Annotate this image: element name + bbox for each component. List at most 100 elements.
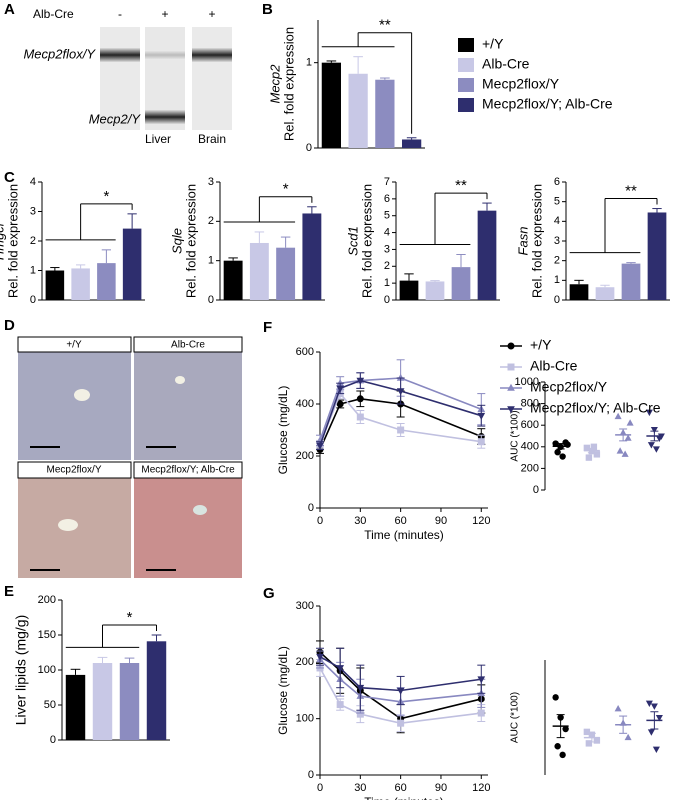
marker [624, 434, 632, 441]
marker [650, 426, 658, 434]
marker [336, 400, 344, 408]
marker [590, 443, 598, 450]
bar [71, 268, 90, 300]
bar [122, 228, 142, 300]
x-tick-label: 60 [395, 782, 407, 794]
y-axis-label: Glucose (mg/dL) [276, 386, 290, 475]
y-tick-label: 50 [44, 699, 56, 711]
y-tick-label: 0 [306, 142, 312, 154]
histology-title: Mecp2flox/Y; Alb-Cre [141, 465, 235, 476]
y-axis-label: Rel. fold expression [5, 184, 20, 298]
marker [356, 377, 365, 385]
marker [645, 700, 653, 707]
y-axis-gene: Mecp2 [267, 64, 282, 104]
legend-label: Alb-Cre [482, 56, 530, 72]
y-tick-label: 1 [30, 264, 36, 276]
y-tick-label: 3 [384, 243, 390, 255]
x-tick-label: 30 [354, 515, 366, 527]
marker [559, 453, 566, 460]
y-tick-label: 100 [38, 664, 56, 676]
y-tick-label: 400 [296, 398, 314, 410]
y-tick-label: 0 [533, 484, 539, 496]
x-tick-label: 120 [472, 515, 490, 527]
marker [336, 701, 344, 709]
bar [348, 73, 368, 148]
y-tick-label: 3 [30, 205, 36, 217]
marker [397, 719, 405, 727]
bar [399, 280, 419, 300]
marker [645, 409, 653, 417]
x-tick-label: 60 [395, 515, 407, 527]
y-tick-label: 3 [208, 176, 214, 188]
panel-label: E [4, 583, 14, 600]
panel-label: D [4, 317, 15, 334]
bar [97, 263, 116, 300]
bar [321, 62, 342, 148]
bar [401, 139, 422, 148]
y-tick-label: 4 [384, 226, 390, 238]
significance: ** [455, 177, 467, 194]
y-tick-label: 1 [554, 274, 560, 286]
bar [595, 287, 615, 300]
marker [583, 728, 591, 736]
panel-label: F [263, 319, 272, 336]
band-label: Mecp2/Y [89, 111, 142, 126]
legend-label: +/Y [482, 36, 504, 52]
marker [583, 444, 591, 452]
marker [356, 413, 364, 421]
y-axis-label: Rel. fold expression [359, 184, 374, 298]
bar [65, 674, 86, 740]
marker [554, 743, 561, 750]
marker [356, 684, 365, 692]
lane-label: + [161, 7, 168, 21]
histology-title: +/Y [66, 340, 82, 351]
marker [552, 694, 559, 701]
marker [559, 751, 566, 759]
y-axis-gene: Scd1 [345, 226, 360, 256]
legend-swatch [458, 98, 474, 112]
bar [92, 663, 113, 740]
panel-label: G [263, 585, 275, 602]
marker [507, 363, 515, 371]
legend-label: Alb-Cre [530, 358, 578, 374]
marker [396, 687, 405, 695]
legend-swatch [458, 58, 474, 72]
panel-label: A [4, 1, 15, 18]
marker [652, 746, 660, 753]
bar [45, 270, 65, 300]
y-tick-label: 2 [554, 255, 560, 267]
y-tick-label: 0 [30, 294, 36, 306]
marker [616, 447, 624, 454]
y-axis-gene: Hmgcr [0, 221, 6, 260]
bar [569, 284, 589, 300]
marker [585, 740, 593, 747]
marker [397, 426, 405, 434]
y-tick-label: 1 [306, 57, 312, 69]
marker [614, 412, 622, 420]
y-axis-label: Rel. fold expression [183, 184, 198, 298]
marker [647, 729, 655, 736]
tissue-label: Brain [198, 132, 226, 146]
bar [276, 247, 296, 300]
marker [647, 442, 655, 449]
significance: * [103, 188, 109, 205]
y-tick-label: 0 [208, 294, 214, 306]
significance: * [283, 181, 289, 198]
y-tick-label: 0 [50, 734, 56, 746]
y-axis-gene: Fasn [515, 227, 530, 256]
marker [316, 442, 324, 450]
legend-label: Mecp2flox/Y; Alb-Cre [482, 96, 613, 112]
y-axis-label: Glucose (mg/dL) [276, 646, 290, 735]
marker [626, 419, 634, 426]
x-axis-label: Time (minutes) [364, 528, 444, 542]
bar [249, 242, 269, 300]
y-tick-label: 200 [296, 450, 314, 462]
bar [621, 263, 641, 300]
marker [356, 395, 364, 403]
y-tick-label: 600 [521, 419, 539, 431]
marker [507, 383, 515, 391]
histology-title: Mecp2flox/Y [46, 465, 101, 476]
bar [223, 260, 243, 300]
y-tick-label: 200 [38, 594, 56, 606]
